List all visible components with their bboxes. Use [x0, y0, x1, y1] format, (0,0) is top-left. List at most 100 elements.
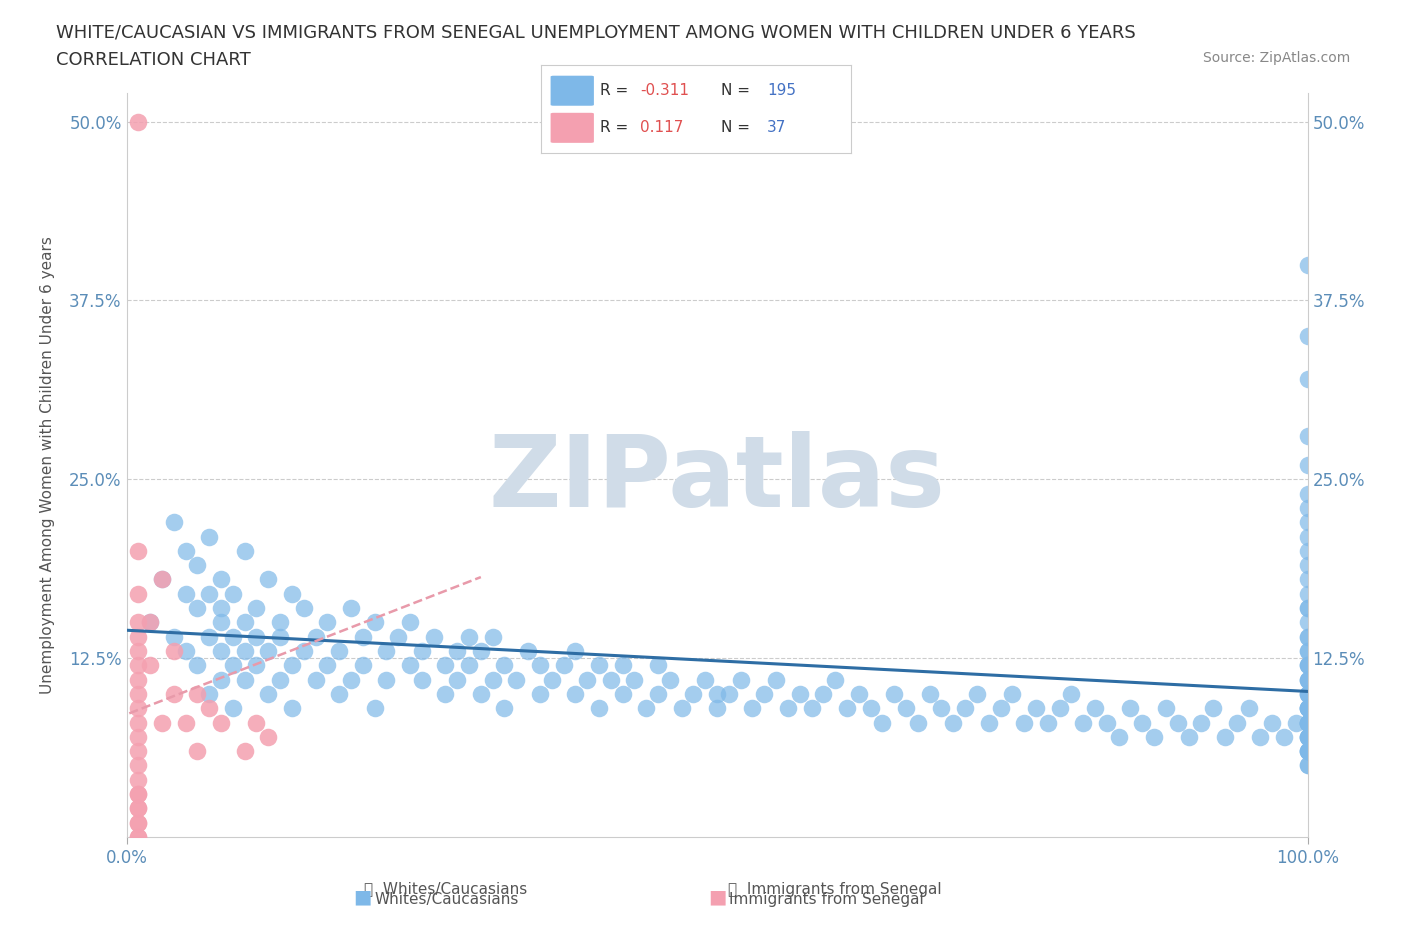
Point: [1296, 658, 1319, 672]
Point: [1296, 729, 1319, 744]
Point: [198, 586, 221, 601]
Point: [1296, 644, 1319, 658]
Point: [399, 615, 422, 630]
Point: [127, 586, 149, 601]
Point: [150, 572, 173, 587]
Point: [209, 672, 232, 687]
Point: [918, 686, 941, 701]
Point: [1296, 486, 1319, 501]
Text: 0.117: 0.117: [640, 120, 683, 136]
Point: [328, 686, 350, 701]
Point: [564, 644, 586, 658]
Point: [127, 630, 149, 644]
Point: [127, 816, 149, 830]
Point: [1296, 658, 1319, 672]
Point: [316, 615, 339, 630]
Point: [209, 601, 232, 616]
Point: [1178, 729, 1201, 744]
Point: [245, 715, 267, 730]
Point: [505, 672, 527, 687]
Point: [1261, 715, 1284, 730]
Point: [1237, 701, 1260, 716]
Point: [1296, 601, 1319, 616]
Point: [363, 701, 385, 716]
Point: [127, 830, 149, 844]
Point: [540, 672, 562, 687]
Point: [494, 658, 516, 672]
Point: [564, 686, 586, 701]
Point: [127, 114, 149, 129]
Point: [1154, 701, 1177, 716]
Point: [1296, 715, 1319, 730]
Point: [174, 543, 197, 558]
Point: [1296, 686, 1319, 701]
Point: [1189, 715, 1212, 730]
Point: [706, 686, 728, 701]
Point: [636, 701, 658, 716]
Point: [198, 701, 221, 716]
Point: [1296, 258, 1319, 272]
Point: [481, 672, 503, 687]
Point: [1272, 729, 1295, 744]
Point: [1060, 686, 1083, 701]
Text: ■: ■: [707, 888, 727, 907]
Point: [163, 515, 186, 530]
Point: [1296, 630, 1319, 644]
Point: [174, 644, 197, 658]
Point: [1095, 715, 1118, 730]
Point: [966, 686, 988, 701]
Point: [1296, 729, 1319, 744]
Point: [1226, 715, 1249, 730]
Point: [127, 672, 149, 687]
Point: [776, 701, 799, 716]
Point: [127, 830, 149, 844]
Point: [245, 601, 267, 616]
Point: [754, 686, 776, 701]
Point: [257, 644, 280, 658]
Point: [848, 686, 870, 701]
Point: [576, 672, 599, 687]
Point: [257, 686, 280, 701]
Point: [671, 701, 693, 716]
Text: CORRELATION CHART: CORRELATION CHART: [56, 51, 252, 69]
Text: ■: ■: [353, 888, 373, 907]
Point: [553, 658, 575, 672]
Point: [127, 744, 149, 759]
Point: [139, 615, 162, 630]
Point: [127, 816, 149, 830]
Point: [1119, 701, 1142, 716]
Point: [127, 715, 149, 730]
Point: [1296, 658, 1319, 672]
Point: [399, 658, 422, 672]
Point: [481, 630, 503, 644]
Point: [174, 715, 197, 730]
Point: [139, 615, 162, 630]
Point: [375, 644, 398, 658]
Point: [1296, 500, 1319, 515]
Text: ZIPatlas: ZIPatlas: [489, 432, 945, 528]
Point: [186, 601, 208, 616]
Point: [163, 686, 186, 701]
Point: [127, 658, 149, 672]
Point: [612, 658, 634, 672]
FancyBboxPatch shape: [551, 113, 593, 143]
Point: [257, 572, 280, 587]
Point: [1143, 729, 1166, 744]
Point: [446, 644, 468, 658]
Point: [209, 572, 232, 587]
Point: [127, 701, 149, 716]
Point: [1296, 686, 1319, 701]
Point: [1296, 686, 1319, 701]
Point: [186, 744, 208, 759]
Point: [198, 686, 221, 701]
Text: ⬜  Immigrants from Senegal: ⬜ Immigrants from Senegal: [728, 882, 942, 897]
Point: [931, 701, 953, 716]
Point: [304, 672, 326, 687]
Point: [281, 701, 304, 716]
Text: 195: 195: [768, 83, 796, 99]
Point: [245, 630, 267, 644]
Point: [363, 615, 385, 630]
Point: [186, 558, 208, 573]
Point: [647, 686, 669, 701]
Point: [163, 644, 186, 658]
